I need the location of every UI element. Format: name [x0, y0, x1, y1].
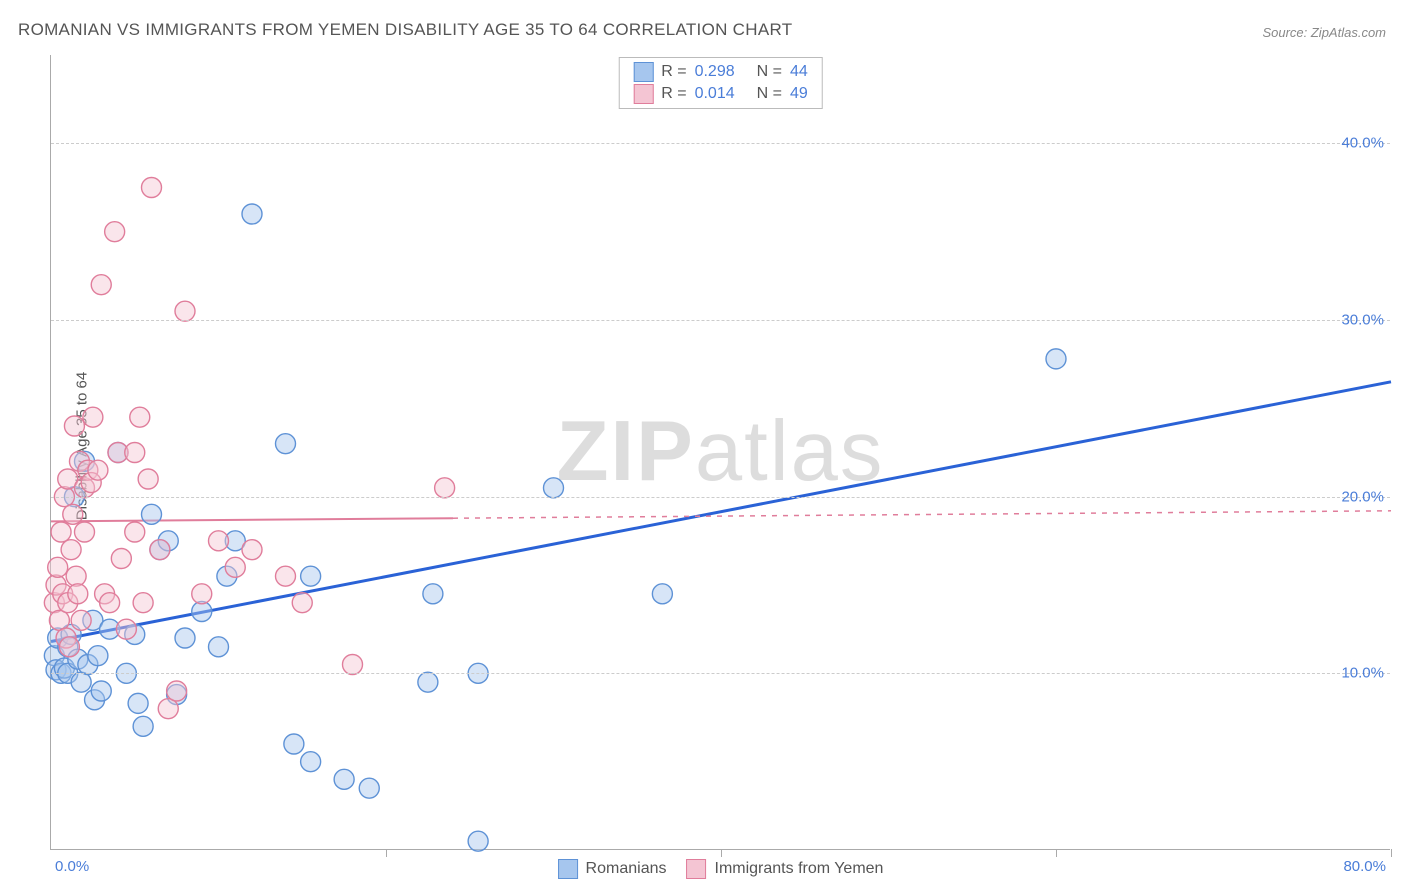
gridline	[51, 497, 1390, 498]
data-point	[418, 672, 438, 692]
data-point	[61, 540, 81, 560]
data-point	[301, 752, 321, 772]
x-tick	[721, 849, 722, 857]
data-point	[142, 178, 162, 198]
data-point	[209, 531, 229, 551]
data-point	[284, 734, 304, 754]
data-point	[435, 478, 455, 498]
data-point	[242, 204, 262, 224]
y-tick-label: 40.0%	[1341, 135, 1384, 152]
data-point	[652, 584, 672, 604]
data-point	[301, 566, 321, 586]
legend-swatch	[633, 84, 653, 104]
data-point	[130, 407, 150, 427]
plot-svg	[51, 55, 1390, 849]
legend-r-value: 0.014	[695, 85, 735, 103]
data-point	[276, 566, 296, 586]
x-corner-right: 80.0%	[1343, 858, 1386, 875]
legend-n-label: N =	[757, 85, 782, 103]
legend-bottom: Romanians Immigrants from Yemen	[558, 859, 884, 879]
data-point	[343, 655, 363, 675]
x-corner-left: 0.0%	[55, 858, 89, 875]
legend-series-name: Immigrants from Yemen	[714, 860, 883, 878]
data-point	[142, 504, 162, 524]
data-point	[133, 593, 153, 613]
legend-stats-row: R = 0.014 N = 49	[633, 84, 808, 104]
plot-area: ZIPatlas R = 0.298N = 44R = 0.014N = 49 …	[50, 55, 1390, 850]
gridline	[51, 143, 1390, 144]
data-point	[128, 693, 148, 713]
data-point	[75, 522, 95, 542]
data-point	[158, 699, 178, 719]
data-point	[276, 434, 296, 454]
data-point	[175, 301, 195, 321]
y-tick-label: 20.0%	[1341, 488, 1384, 505]
trend-line-solid	[51, 518, 453, 521]
data-point	[71, 610, 91, 630]
legend-n-label: N =	[757, 63, 782, 81]
legend-item: Romanians	[558, 859, 667, 879]
data-point	[150, 540, 170, 560]
data-point	[59, 637, 79, 657]
data-point	[116, 619, 136, 639]
legend-r-label: R =	[661, 63, 686, 81]
legend-series-name: Romanians	[586, 860, 667, 878]
x-tick	[386, 849, 387, 857]
data-point	[133, 716, 153, 736]
data-point	[105, 222, 125, 242]
data-point	[125, 522, 145, 542]
legend-r-label: R =	[661, 85, 686, 103]
legend-n-value: 44	[790, 63, 808, 81]
data-point	[51, 522, 71, 542]
legend-swatch	[686, 859, 706, 879]
legend-stats-box: R = 0.298 N = 44 R = 0.014 N = 49	[618, 57, 823, 109]
data-point	[292, 593, 312, 613]
legend-swatch	[633, 62, 653, 82]
data-point	[334, 769, 354, 789]
x-tick	[1391, 849, 1392, 857]
data-point	[100, 593, 120, 613]
data-point	[63, 504, 83, 524]
source-label: Source: ZipAtlas.com	[1262, 25, 1386, 40]
data-point	[66, 566, 86, 586]
data-point	[91, 275, 111, 295]
data-point	[111, 549, 131, 569]
data-point	[192, 584, 212, 604]
gridline	[51, 673, 1390, 674]
data-point	[83, 407, 103, 427]
legend-stats-row: R = 0.298 N = 44	[633, 62, 808, 82]
data-point	[88, 646, 108, 666]
x-tick	[1056, 849, 1057, 857]
data-point	[242, 540, 262, 560]
trend-line-dashed	[453, 511, 1391, 518]
chart-title: ROMANIAN VS IMMIGRANTS FROM YEMEN DISABI…	[18, 20, 792, 40]
data-point	[138, 469, 158, 489]
y-tick-label: 30.0%	[1341, 312, 1384, 329]
data-point	[167, 681, 187, 701]
data-point	[68, 584, 88, 604]
legend-item: Immigrants from Yemen	[686, 859, 883, 879]
data-point	[175, 628, 195, 648]
data-point	[91, 681, 111, 701]
gridline	[51, 320, 1390, 321]
data-point	[1046, 349, 1066, 369]
data-point	[225, 557, 245, 577]
data-point	[88, 460, 108, 480]
data-point	[359, 778, 379, 798]
data-point	[209, 637, 229, 657]
data-point	[48, 557, 68, 577]
y-tick-label: 10.0%	[1341, 665, 1384, 682]
data-point	[64, 416, 84, 436]
data-point	[468, 831, 488, 851]
data-point	[423, 584, 443, 604]
legend-n-value: 49	[790, 85, 808, 103]
data-point	[125, 443, 145, 463]
data-point	[544, 478, 564, 498]
legend-swatch	[558, 859, 578, 879]
legend-r-value: 0.298	[695, 63, 735, 81]
